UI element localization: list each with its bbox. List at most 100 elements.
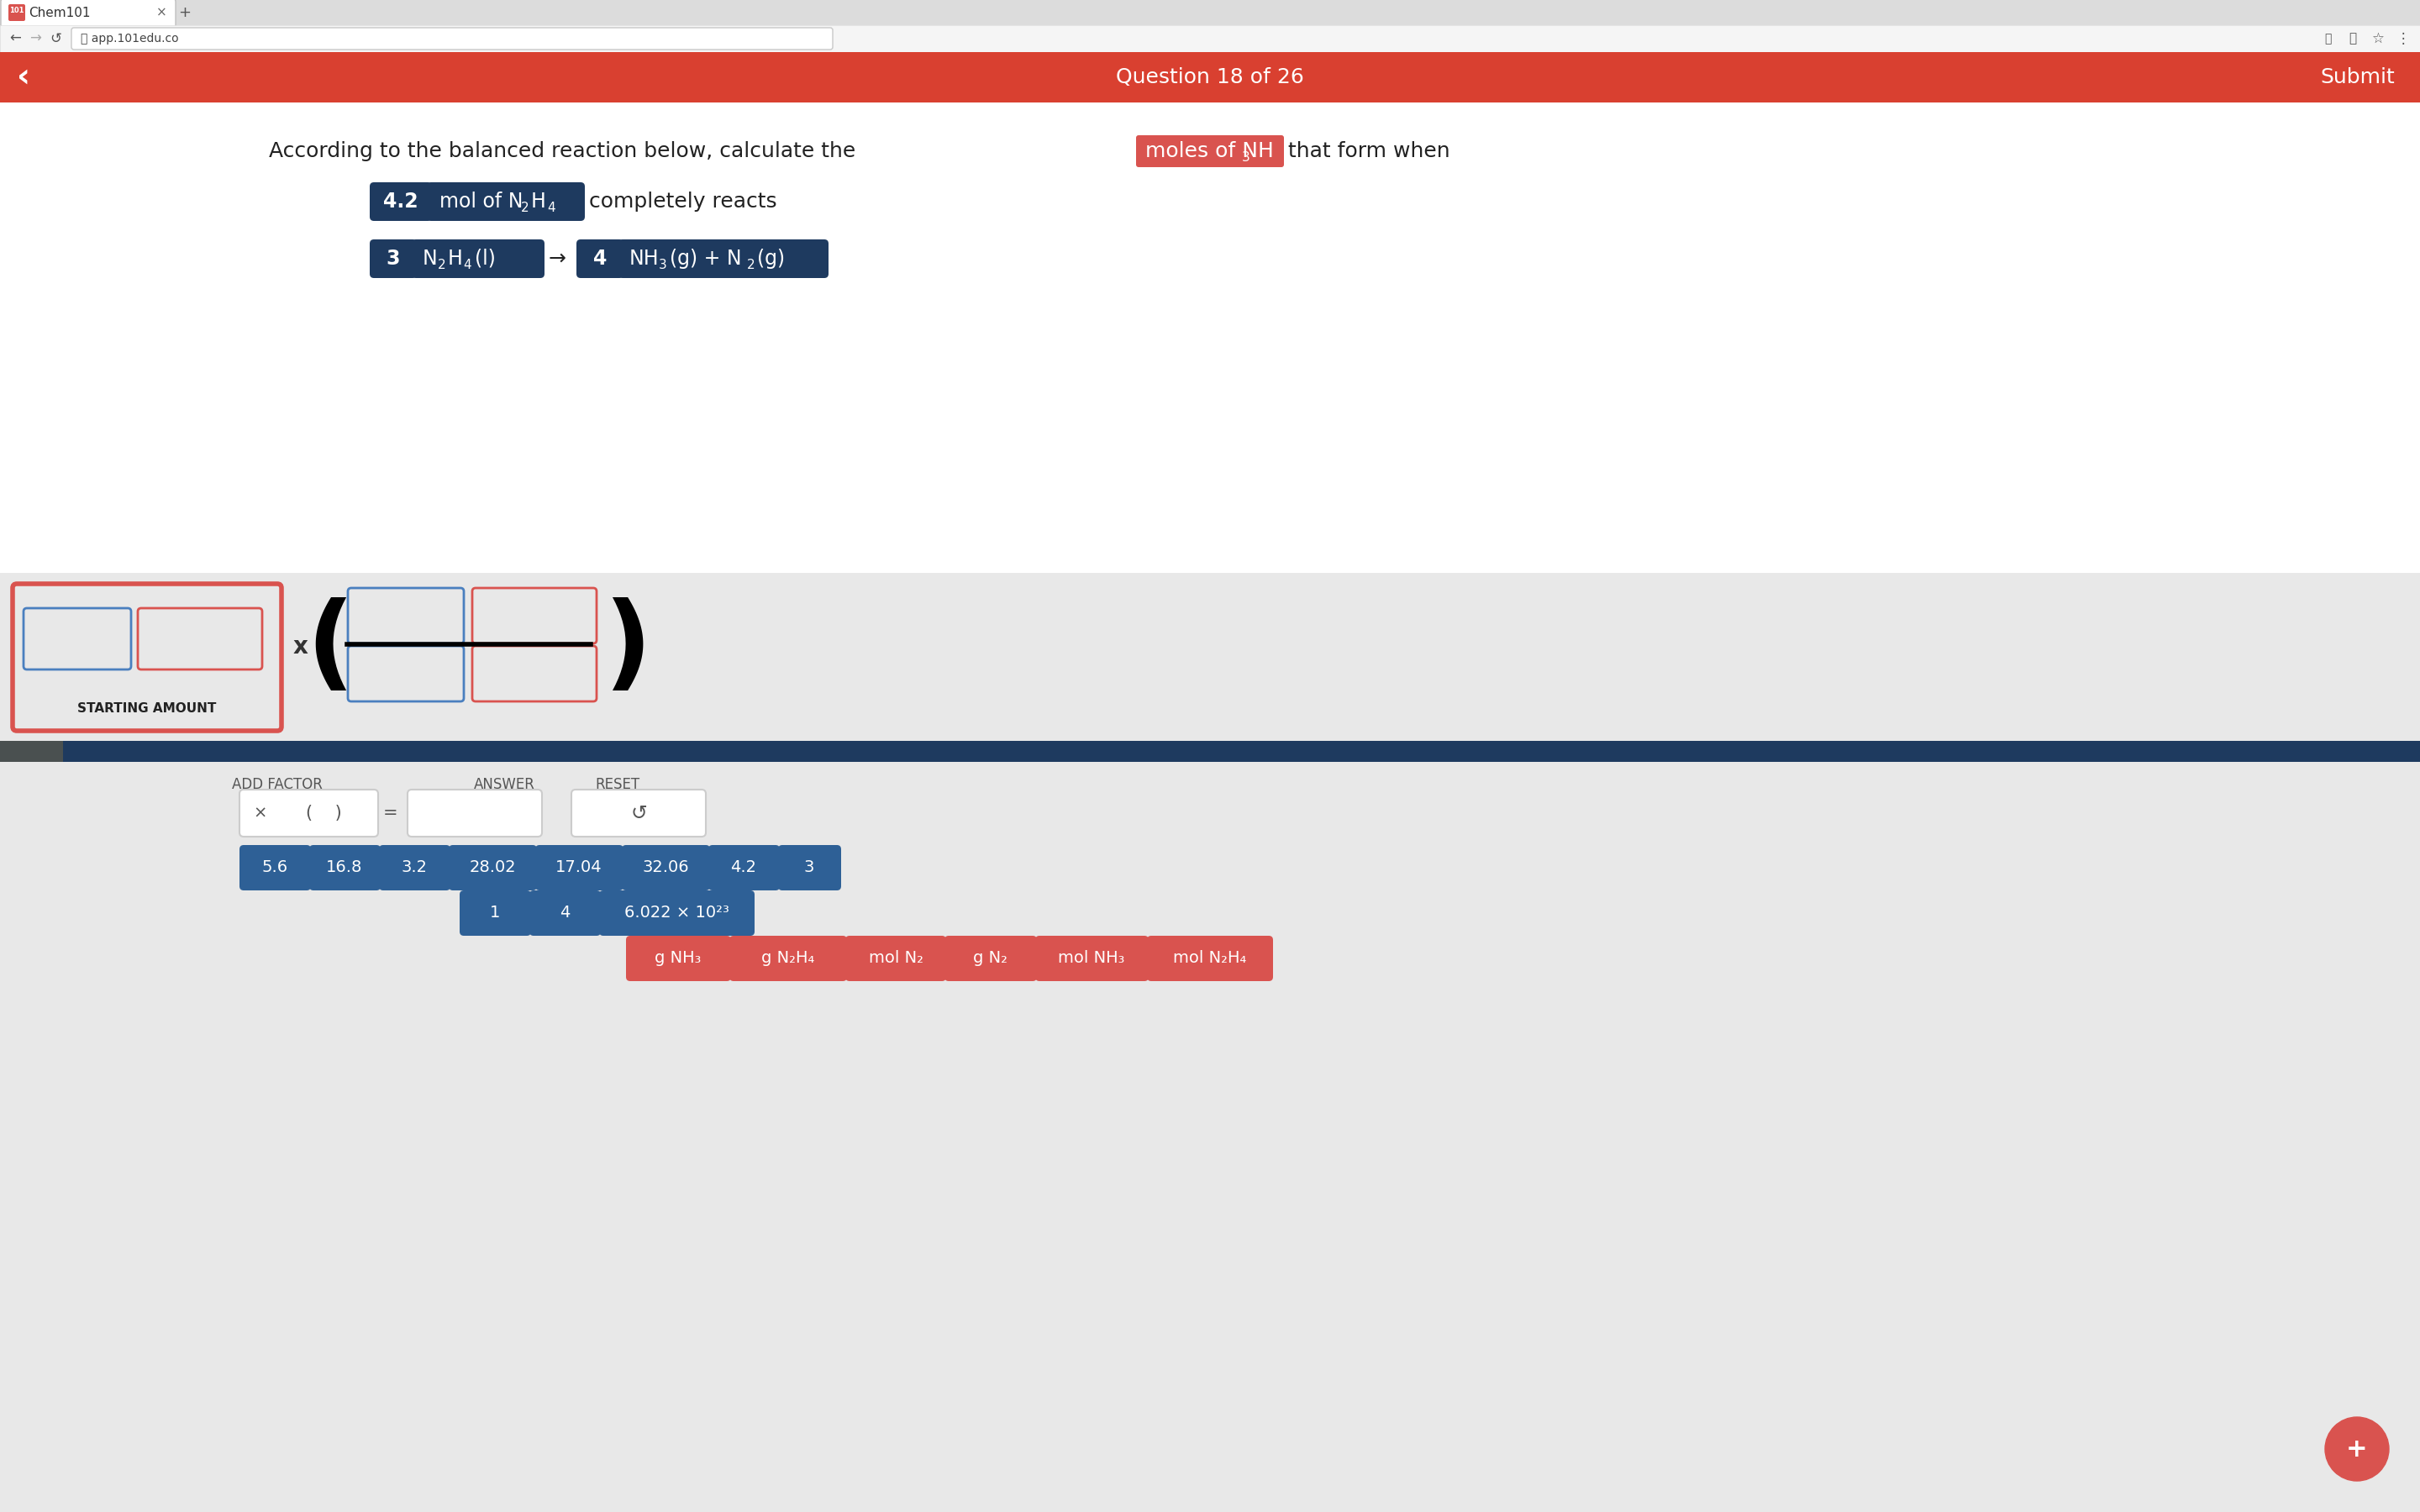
FancyBboxPatch shape bbox=[472, 588, 598, 644]
FancyBboxPatch shape bbox=[0, 0, 2420, 26]
FancyBboxPatch shape bbox=[426, 183, 586, 221]
Text: 101: 101 bbox=[10, 6, 24, 14]
FancyBboxPatch shape bbox=[63, 741, 2420, 762]
FancyBboxPatch shape bbox=[779, 845, 842, 891]
Text: g NH₃: g NH₃ bbox=[656, 951, 702, 966]
FancyBboxPatch shape bbox=[709, 845, 779, 891]
Text: moles of NH: moles of NH bbox=[1145, 141, 1273, 162]
FancyBboxPatch shape bbox=[240, 845, 310, 891]
Text: x: x bbox=[293, 635, 307, 659]
Text: →: → bbox=[29, 32, 41, 47]
FancyBboxPatch shape bbox=[845, 936, 946, 981]
FancyBboxPatch shape bbox=[0, 26, 2420, 51]
Text: (: ( bbox=[307, 597, 353, 699]
Text: 6.022 × 10²³: 6.022 × 10²³ bbox=[624, 906, 728, 921]
FancyBboxPatch shape bbox=[571, 789, 707, 836]
Text: 1: 1 bbox=[489, 906, 501, 921]
Text: completely reacts: completely reacts bbox=[588, 192, 777, 212]
Text: 3: 3 bbox=[387, 248, 399, 269]
FancyBboxPatch shape bbox=[1036, 936, 1149, 981]
FancyBboxPatch shape bbox=[944, 936, 1036, 981]
Text: STARTING AMOUNT: STARTING AMOUNT bbox=[77, 702, 215, 715]
Text: Submit: Submit bbox=[2321, 67, 2396, 88]
Text: mol N₂H₄: mol N₂H₄ bbox=[1174, 951, 1246, 966]
Text: g N₂: g N₂ bbox=[973, 951, 1007, 966]
Text: 3: 3 bbox=[1241, 151, 1251, 163]
Text: 🔑: 🔑 bbox=[2323, 33, 2330, 44]
Text: (l): (l) bbox=[474, 248, 496, 269]
FancyBboxPatch shape bbox=[535, 845, 624, 891]
Text: that form when: that form when bbox=[1287, 141, 1450, 162]
Text: 4: 4 bbox=[462, 259, 472, 271]
FancyBboxPatch shape bbox=[370, 183, 431, 221]
Text: ANSWER: ANSWER bbox=[474, 777, 535, 792]
Text: 3.2: 3.2 bbox=[402, 860, 428, 875]
FancyBboxPatch shape bbox=[627, 936, 731, 981]
Text: 16.8: 16.8 bbox=[327, 860, 363, 875]
Text: ADD FACTOR: ADD FACTOR bbox=[232, 777, 322, 792]
Text: H: H bbox=[530, 192, 547, 212]
FancyBboxPatch shape bbox=[622, 845, 709, 891]
Text: H: H bbox=[448, 248, 462, 269]
Text: 3: 3 bbox=[803, 860, 816, 875]
FancyBboxPatch shape bbox=[1147, 936, 1273, 981]
Text: 4.2: 4.2 bbox=[382, 192, 419, 212]
FancyBboxPatch shape bbox=[7, 5, 24, 21]
FancyBboxPatch shape bbox=[728, 936, 847, 981]
Text: ): ) bbox=[605, 597, 653, 699]
FancyBboxPatch shape bbox=[530, 891, 600, 936]
Text: 4: 4 bbox=[559, 906, 569, 921]
Text: 🔒 app.101edu.co: 🔒 app.101edu.co bbox=[80, 33, 179, 44]
Text: (g) + N: (g) + N bbox=[670, 248, 741, 269]
FancyBboxPatch shape bbox=[600, 891, 755, 936]
Text: 28.02: 28.02 bbox=[469, 860, 515, 875]
FancyBboxPatch shape bbox=[348, 588, 465, 644]
Text: mol NH₃: mol NH₃ bbox=[1058, 951, 1125, 966]
Text: mol of N: mol of N bbox=[440, 192, 523, 212]
Circle shape bbox=[2326, 1417, 2389, 1480]
FancyBboxPatch shape bbox=[472, 646, 598, 702]
Text: 2: 2 bbox=[438, 259, 445, 271]
FancyBboxPatch shape bbox=[73, 27, 832, 50]
FancyBboxPatch shape bbox=[0, 51, 2420, 103]
FancyBboxPatch shape bbox=[0, 103, 2420, 573]
Text: 5.6: 5.6 bbox=[261, 860, 288, 875]
FancyBboxPatch shape bbox=[0, 762, 2420, 1512]
Text: 4: 4 bbox=[593, 248, 607, 269]
Text: +: + bbox=[2347, 1436, 2367, 1461]
FancyBboxPatch shape bbox=[0, 741, 63, 762]
Text: NH: NH bbox=[629, 248, 658, 269]
FancyBboxPatch shape bbox=[348, 646, 465, 702]
Text: →: → bbox=[549, 248, 566, 269]
Text: 17.04: 17.04 bbox=[557, 860, 603, 875]
Text: mol N₂: mol N₂ bbox=[869, 951, 922, 966]
FancyBboxPatch shape bbox=[380, 845, 450, 891]
FancyBboxPatch shape bbox=[411, 239, 544, 278]
Text: ↺: ↺ bbox=[629, 803, 646, 823]
Text: 32.06: 32.06 bbox=[641, 860, 690, 875]
Text: According to the balanced reaction below, calculate the: According to the balanced reaction below… bbox=[269, 141, 857, 162]
Text: g N₂H₄: g N₂H₄ bbox=[762, 951, 816, 966]
Text: RESET: RESET bbox=[595, 777, 639, 792]
Text: ⋮: ⋮ bbox=[2396, 32, 2410, 47]
Text: Question 18 of 26: Question 18 of 26 bbox=[1116, 67, 1304, 88]
FancyBboxPatch shape bbox=[1135, 135, 1285, 168]
Text: N: N bbox=[423, 248, 438, 269]
Text: 👤: 👤 bbox=[2350, 32, 2357, 45]
Text: 4: 4 bbox=[547, 201, 554, 213]
FancyBboxPatch shape bbox=[12, 584, 281, 730]
Text: 2: 2 bbox=[748, 259, 755, 271]
FancyBboxPatch shape bbox=[576, 239, 624, 278]
Text: ☆: ☆ bbox=[2372, 32, 2384, 47]
Text: =: = bbox=[382, 804, 399, 821]
Text: +: + bbox=[179, 5, 191, 20]
FancyBboxPatch shape bbox=[448, 845, 537, 891]
FancyBboxPatch shape bbox=[370, 239, 416, 278]
Text: 2: 2 bbox=[520, 201, 530, 213]
FancyBboxPatch shape bbox=[240, 789, 378, 836]
Text: ↺: ↺ bbox=[51, 32, 60, 47]
Text: ‹: ‹ bbox=[17, 62, 29, 94]
Text: (g): (g) bbox=[757, 248, 784, 269]
FancyBboxPatch shape bbox=[0, 573, 2420, 741]
Text: ←: ← bbox=[10, 32, 22, 47]
